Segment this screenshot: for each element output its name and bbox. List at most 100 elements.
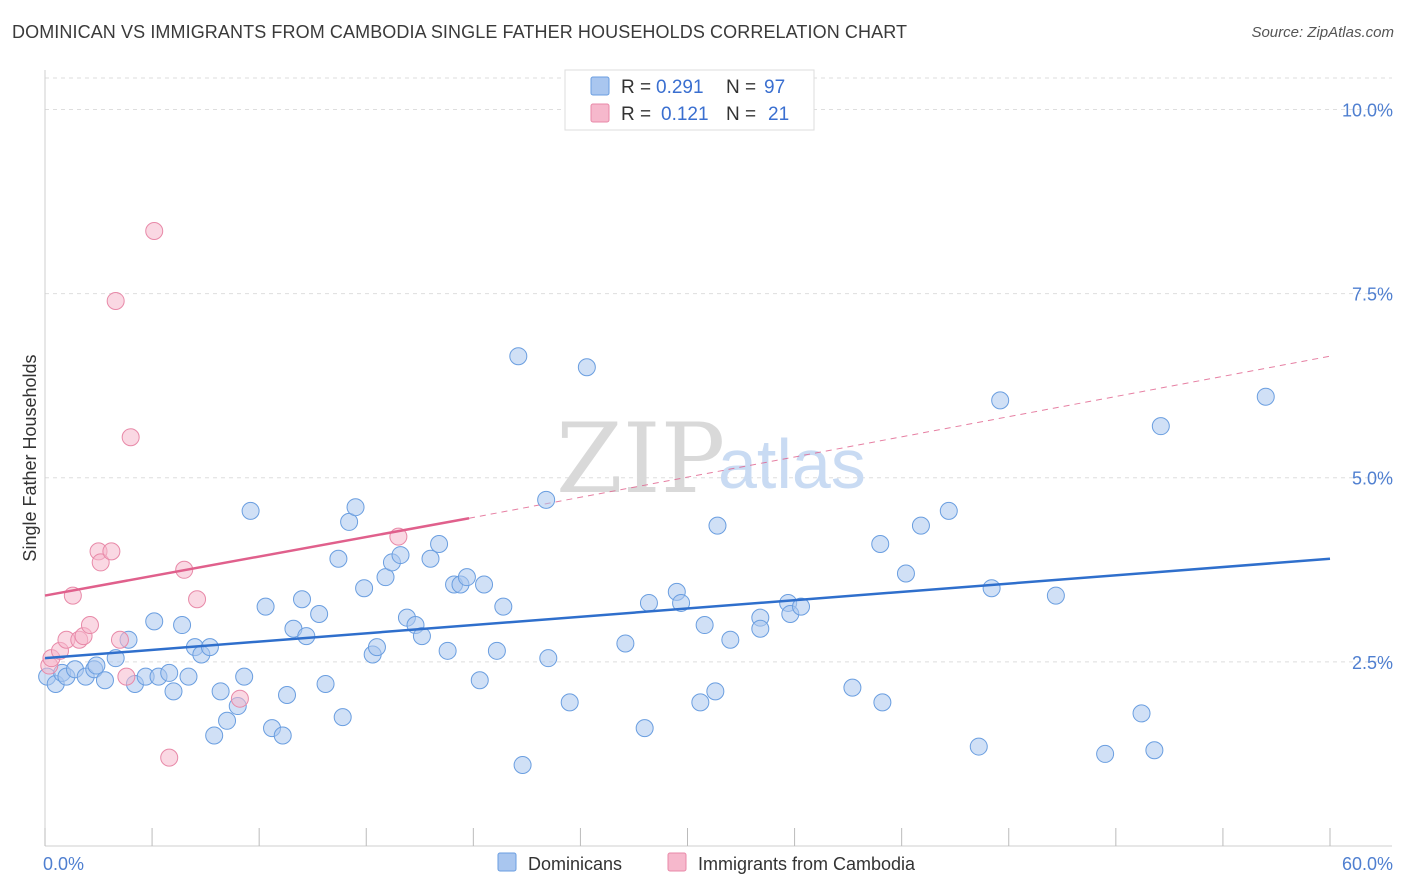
- point-dominicans: [179, 667, 198, 686]
- point-dominicans: [911, 516, 930, 535]
- y-tick-label: 5.0%: [1352, 469, 1393, 489]
- point-dominicans: [939, 501, 958, 520]
- point-dominicans: [537, 490, 556, 509]
- point-cambodia: [117, 667, 136, 686]
- series-legend: Dominicans Immigrants from Cambodia: [497, 852, 916, 874]
- point-dominicans: [211, 682, 230, 701]
- point-dominicans: [616, 634, 635, 653]
- point-dominicans: [438, 641, 457, 660]
- trend-line-dominicans: [44, 557, 1331, 660]
- point-dominicans: [539, 649, 558, 668]
- point-cambodia: [160, 748, 179, 767]
- point-cambodia: [110, 630, 129, 649]
- legend-n-value-dominicans: 97: [764, 77, 785, 98]
- legend-swatch-cambodia: [590, 103, 610, 123]
- gridlines: [45, 77, 1392, 663]
- point-dominicans: [421, 549, 440, 568]
- bottom-legend-swatch-dominicans: [497, 852, 517, 872]
- point-dominicans: [173, 616, 192, 635]
- x-tick-label-min: 0.0%: [43, 854, 84, 874]
- point-cambodia: [145, 221, 164, 240]
- legend-r-value-dominicans: 0.291: [656, 77, 704, 98]
- legend-n-label: N =: [726, 104, 756, 125]
- y-tick-label: 7.5%: [1352, 285, 1393, 305]
- watermark-zip: ZIP: [556, 403, 725, 515]
- point-cambodia: [106, 291, 125, 310]
- point-dominicans: [297, 627, 316, 646]
- point-dominicans: [1096, 744, 1115, 763]
- bottom-legend-swatch-cambodia: [667, 852, 687, 872]
- point-dominicans: [843, 678, 862, 697]
- source-label: Source: ZipAtlas.com: [1251, 24, 1394, 41]
- y-axis-tick-labels: 2.5% 5.0% 7.5% 10.0%: [1342, 100, 1393, 672]
- bottom-legend-label-dominicans: Dominicans: [528, 854, 622, 874]
- point-cambodia: [91, 553, 110, 572]
- point-dominicans: [329, 549, 348, 568]
- point-dominicans: [691, 693, 710, 712]
- trend-lines: [468, 355, 1331, 519]
- point-dominicans: [475, 575, 494, 594]
- x-tick-label-max: 60.0%: [1342, 854, 1393, 874]
- point-dominicans: [273, 726, 292, 745]
- point-dominicans: [695, 616, 714, 635]
- point-dominicans: [164, 682, 183, 701]
- point-dominicans: [310, 604, 329, 623]
- point-dominicans: [635, 719, 654, 738]
- point-dominicans: [792, 597, 811, 616]
- axes: [44, 70, 1392, 847]
- bottom-legend-label-cambodia: Immigrants from Cambodia: [698, 854, 916, 874]
- point-dominicans: [87, 656, 106, 675]
- point-dominicans: [639, 593, 658, 612]
- point-dominicans: [1132, 704, 1151, 723]
- point-dominicans: [256, 597, 275, 616]
- point-dominicans: [218, 711, 237, 730]
- point-dominicans: [509, 347, 528, 366]
- legend-r-label: R =: [621, 104, 651, 125]
- point-dominicans: [982, 579, 1001, 598]
- point-dominicans: [1145, 741, 1164, 760]
- point-dominicans: [513, 755, 532, 774]
- point-dominicans: [346, 498, 365, 517]
- trend-extension-cambodia: [468, 355, 1331, 519]
- watermark-atlas: atlas: [718, 425, 866, 503]
- point-dominicans: [316, 674, 335, 693]
- point-dominicans: [708, 516, 727, 535]
- point-dominicans: [278, 686, 297, 705]
- legend-r-value-cambodia: 0.121: [661, 104, 709, 125]
- correlation-legend: R = 0.291 N = 97 R = 0.121 N = 21: [564, 69, 815, 131]
- point-dominicans: [355, 579, 374, 598]
- point-dominicans: [160, 663, 179, 682]
- legend-n-value-cambodia: 21: [768, 104, 789, 125]
- x-axis-ticks: [44, 828, 1331, 846]
- data-points: [38, 221, 1331, 774]
- point-dominicans: [293, 590, 311, 609]
- legend-n-label: N =: [726, 77, 756, 98]
- point-dominicans: [367, 638, 386, 657]
- y-axis-title: Single Father Households: [20, 354, 40, 561]
- point-cambodia: [188, 590, 207, 609]
- point-dominicans: [235, 667, 254, 686]
- point-dominicans: [95, 671, 114, 690]
- point-dominicans: [391, 546, 410, 565]
- point-dominicans: [470, 671, 489, 690]
- y-tick-label: 10.0%: [1342, 100, 1393, 120]
- point-dominicans: [487, 641, 506, 660]
- point-dominicans: [1046, 586, 1065, 605]
- chart-title: DOMINICAN VS IMMIGRANTS FROM CAMBODIA SI…: [12, 22, 908, 42]
- point-dominicans: [241, 501, 260, 520]
- point-dominicans: [896, 564, 915, 583]
- legend-swatch-dominicans: [590, 76, 610, 96]
- point-dominicans: [1256, 387, 1275, 406]
- point-dominicans: [560, 693, 579, 712]
- point-dominicans: [577, 358, 596, 377]
- point-dominicans: [706, 682, 725, 701]
- point-cambodia: [230, 689, 249, 708]
- point-cambodia: [102, 542, 121, 561]
- point-dominicans: [457, 568, 476, 587]
- point-dominicans: [871, 535, 890, 554]
- point-dominicans: [873, 693, 892, 712]
- point-dominicans: [751, 619, 770, 638]
- point-dominicans: [412, 627, 431, 646]
- trend-line-cambodia: [44, 517, 470, 597]
